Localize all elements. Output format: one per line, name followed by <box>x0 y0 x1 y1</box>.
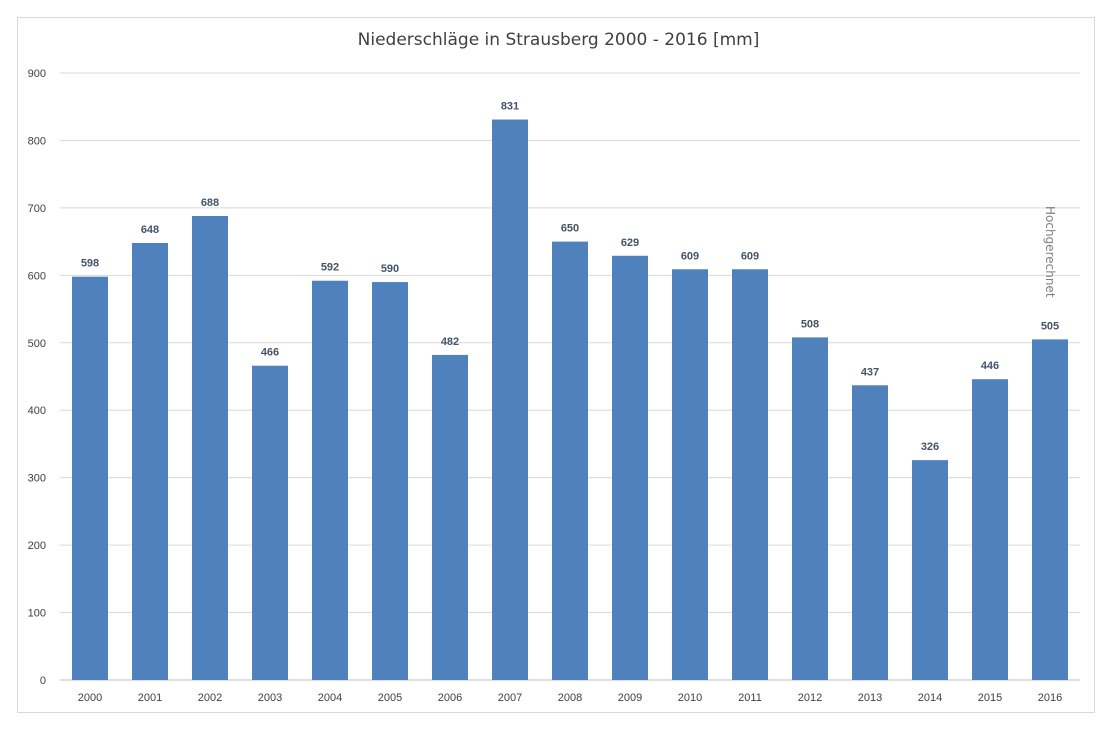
x-tick-label: 2001 <box>138 692 162 704</box>
data-label: 831 <box>501 101 519 113</box>
bar <box>972 379 1008 680</box>
y-tick-label: 700 <box>28 203 46 215</box>
data-label: 688 <box>201 197 219 209</box>
data-label: 508 <box>801 318 819 330</box>
x-tick-label: 2015 <box>978 692 1002 704</box>
x-tick-label: 2009 <box>618 692 642 704</box>
x-tick-label: 2007 <box>498 692 522 704</box>
x-tick-label: 2012 <box>798 692 822 704</box>
y-tick-label: 500 <box>28 338 46 350</box>
x-tick-label: 2013 <box>858 692 882 704</box>
data-label: 609 <box>741 250 759 262</box>
y-tick-label: 600 <box>28 270 46 282</box>
x-tick-label: 2006 <box>438 692 462 704</box>
bar <box>432 354 468 680</box>
x-tick-label: 2000 <box>78 692 102 704</box>
y-tick-label: 100 <box>28 608 46 620</box>
bar <box>312 280 348 680</box>
bar <box>552 241 588 680</box>
data-label: 629 <box>621 237 639 249</box>
data-label: 648 <box>141 224 159 236</box>
data-label: 482 <box>441 336 459 348</box>
bar <box>492 119 528 680</box>
y-tick-label: 0 <box>40 675 46 687</box>
bar <box>852 385 888 680</box>
data-label: 598 <box>81 258 99 270</box>
data-label: 609 <box>681 250 699 262</box>
bar <box>192 215 228 680</box>
bar <box>732 269 768 680</box>
x-tick-label: 2008 <box>558 692 582 704</box>
x-tick-label: 2002 <box>198 692 222 704</box>
x-tick-label: 2011 <box>738 692 762 704</box>
bar <box>252 365 288 680</box>
annotation-label: Hochgerechnet <box>1043 206 1057 298</box>
bar <box>132 242 168 680</box>
bar <box>612 255 648 680</box>
bar <box>72 276 108 680</box>
bar <box>912 460 948 680</box>
y-tick-label: 900 <box>28 68 46 80</box>
data-label: 446 <box>981 360 999 372</box>
x-tick-label: 2003 <box>258 692 282 704</box>
data-label: 437 <box>861 366 879 378</box>
data-label: 505 <box>1041 320 1059 332</box>
x-tick-label: 2016 <box>1038 692 1062 704</box>
x-tick-label: 2004 <box>318 692 342 704</box>
y-tick-label: 200 <box>28 540 46 552</box>
bar <box>792 337 828 680</box>
bar <box>672 269 708 680</box>
data-label: 590 <box>381 263 399 275</box>
data-label: 466 <box>261 347 279 359</box>
data-label: 326 <box>921 441 939 453</box>
y-tick-label: 400 <box>28 405 46 417</box>
bar <box>372 282 408 680</box>
y-tick-label: 800 <box>28 135 46 147</box>
data-label: 650 <box>561 223 579 235</box>
bar <box>1032 339 1068 680</box>
chart-title: Niederschläge in Strausberg 2000 - 2016 … <box>357 30 760 50</box>
x-tick-label: 2010 <box>678 692 702 704</box>
y-tick-label: 300 <box>28 473 46 485</box>
x-tick-label: 2005 <box>378 692 402 704</box>
x-tick-label: 2014 <box>918 692 942 704</box>
data-label: 592 <box>321 262 339 274</box>
